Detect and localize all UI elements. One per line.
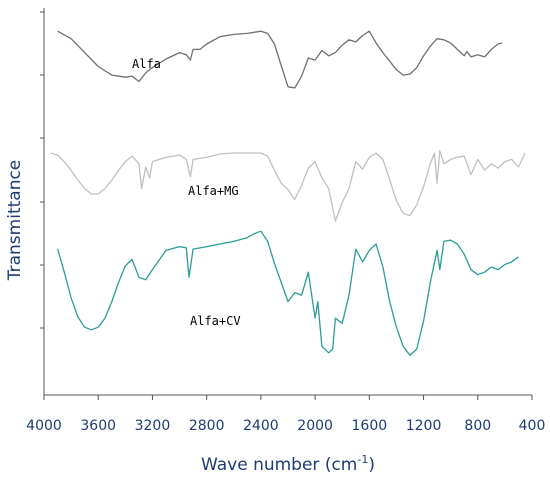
y-axis-title: Transmittance bbox=[5, 160, 25, 282]
series-label-2: Alfa+MG bbox=[188, 184, 239, 198]
x-tick-label: 400 bbox=[519, 418, 546, 434]
x-tick-label: 3600 bbox=[80, 418, 116, 434]
series-label-1: Alfa bbox=[132, 57, 161, 71]
x-axis-title-close: ) bbox=[368, 455, 375, 475]
x-tick-label: 2400 bbox=[243, 418, 279, 434]
x-tick-label: 2800 bbox=[189, 418, 225, 434]
x-tick-label: 1600 bbox=[352, 418, 388, 434]
x-axis-title-sup: -1 bbox=[357, 453, 368, 466]
series-layer bbox=[50, 30, 526, 357]
x-axis-title: Wave number (cm-1) bbox=[201, 453, 375, 475]
series-label-3: Alfa+CV bbox=[190, 314, 241, 328]
series-line-1 bbox=[57, 30, 503, 89]
x-tick-label: 800 bbox=[464, 418, 491, 434]
y-axis-ticks bbox=[40, 11, 44, 329]
x-axis-ticks: 4000 3600 3200 2800 2400 2000 1600 1200 800 400 bbox=[26, 395, 545, 434]
x-tick-label: 3200 bbox=[135, 418, 171, 434]
series-line-2 bbox=[50, 150, 526, 222]
x-tick-label: 4000 bbox=[26, 418, 62, 434]
series-labels: Alfa Alfa+MG Alfa+CV bbox=[132, 57, 241, 328]
x-tick-label: 1200 bbox=[406, 418, 442, 434]
x-tick-label: 2000 bbox=[297, 418, 333, 434]
x-axis-title-main: Wave number (cm bbox=[201, 455, 357, 475]
series-line-3 bbox=[56, 230, 519, 357]
